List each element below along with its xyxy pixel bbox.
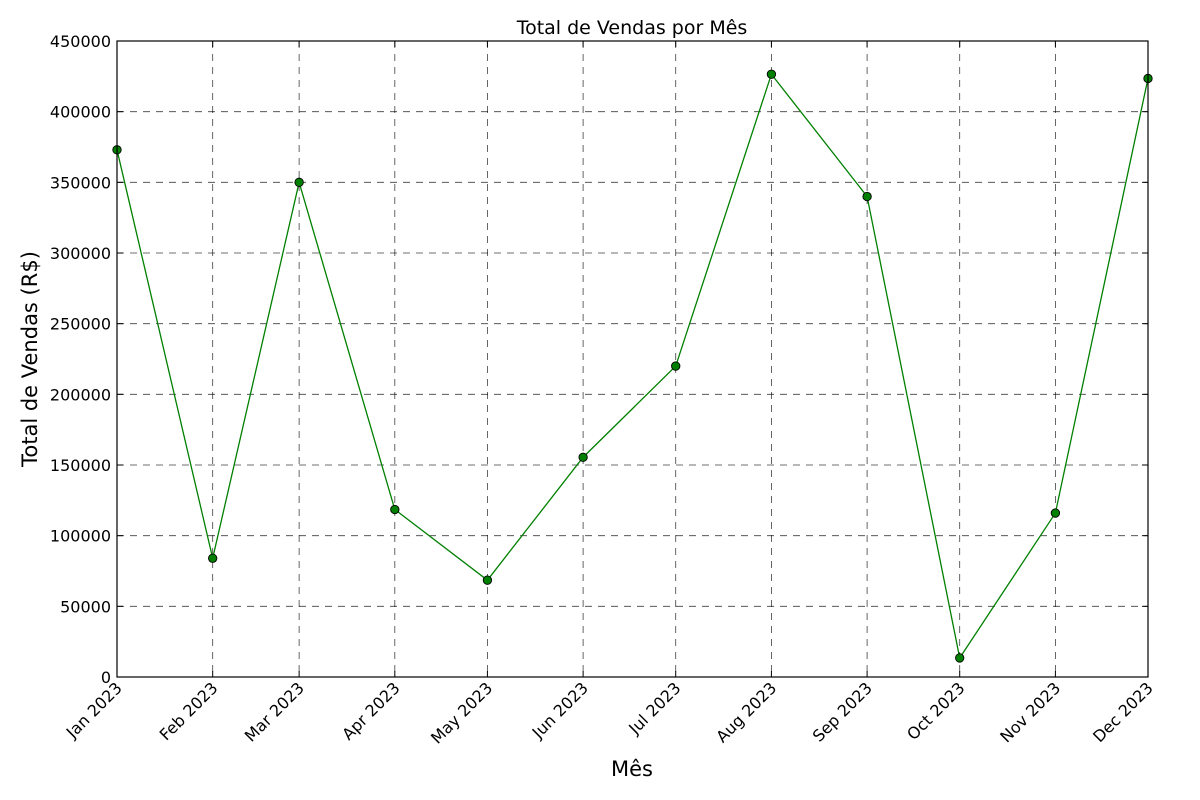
x-tick-label: Mar 2023 — [241, 678, 308, 745]
x-tick-labels: Jan 2023 Feb 2023 Mar 2023 Apr 2023 May 2023… — [62, 678, 1157, 747]
y-tick-label: 100000 — [50, 527, 111, 546]
data-point — [578, 452, 588, 462]
y-tick-label: 350000 — [50, 173, 111, 192]
x-tick-label: Apr 2023 — [338, 678, 403, 743]
x-axis-label: Mês — [611, 757, 653, 781]
y-tick-label: 0 — [101, 668, 111, 687]
data-point — [390, 504, 400, 515]
plot-frame — [116, 40, 1149, 678]
grid-lines — [117, 41, 1148, 677]
x-tick-label: May 2023 — [427, 678, 496, 747]
y-tick-label: 300000 — [50, 244, 111, 263]
x-tick-label: Jan 2023 — [62, 678, 126, 742]
x-tick-label: Oct 2023 — [903, 678, 968, 743]
data-point — [482, 575, 493, 585]
y-tick-label: 250000 — [50, 315, 111, 334]
data-point — [862, 191, 872, 202]
x-tick-label: Dec 2023 — [1089, 678, 1157, 746]
axis-ticks — [116, 40, 1149, 678]
chart-title: Total de Vendas por Mês — [516, 17, 748, 39]
data-point — [955, 653, 965, 663]
y-tick-label: 450000 — [50, 32, 111, 51]
data-point — [208, 553, 218, 563]
y-axis-label: Total de Vendas (R$) — [18, 251, 42, 468]
data-points — [112, 69, 1153, 663]
y-tick-label: 50000 — [60, 597, 111, 616]
x-tick-label: Sep 2023 — [809, 678, 876, 745]
data-point — [671, 361, 681, 371]
x-tick-label: Jul 2023 — [624, 678, 684, 738]
x-tick-label: Nov 2023 — [996, 678, 1064, 746]
x-tick-label: Jun 2023 — [528, 678, 592, 742]
data-point — [294, 177, 304, 187]
series-line — [116, 72, 1149, 660]
y-tick-labels: 0 50000 100000 150000 200000 250000 300000 3500… — [50, 32, 111, 687]
data-point — [766, 69, 777, 79]
y-tick-label: 200000 — [50, 385, 111, 404]
x-tick-label: Aug 2023 — [712, 678, 780, 746]
y-tick-label: 150000 — [50, 456, 111, 475]
x-tick-label: Feb 2023 — [156, 678, 222, 744]
data-point — [1050, 508, 1061, 518]
y-tick-label: 400000 — [50, 103, 111, 122]
